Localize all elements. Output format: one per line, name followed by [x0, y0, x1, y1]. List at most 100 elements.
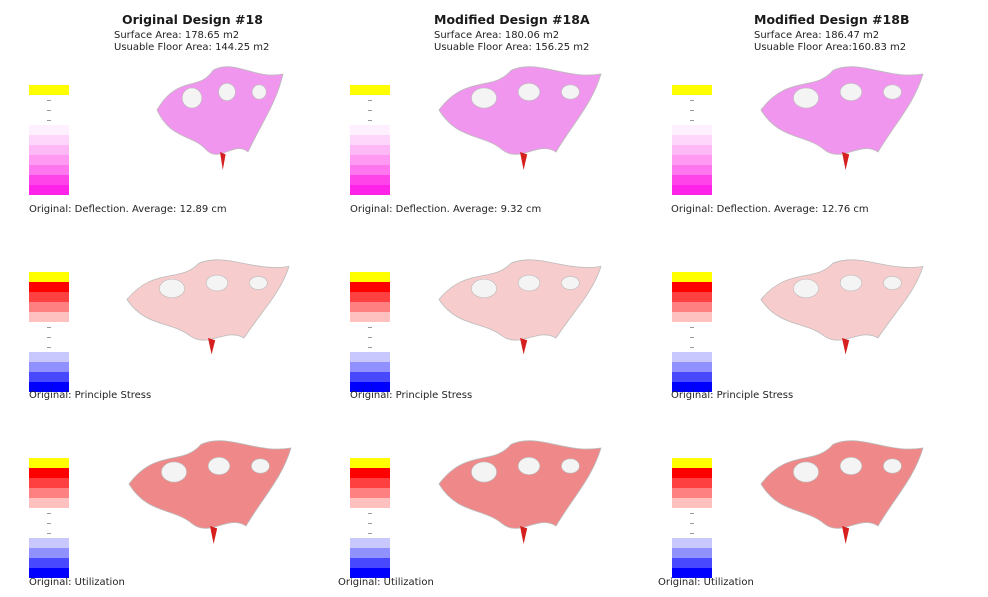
legend-swatch — [350, 382, 390, 392]
support-column — [210, 526, 218, 544]
legend-swatch — [672, 155, 712, 165]
legend-swatch — [29, 568, 69, 578]
utilization-caption: Original: Utilization — [29, 577, 125, 588]
shell-opening — [839, 457, 863, 475]
support-column — [520, 338, 528, 355]
shell-opening — [249, 276, 268, 290]
shell-surface — [438, 440, 602, 529]
legend-tick — [47, 337, 51, 338]
legend-tick — [690, 120, 694, 121]
support-column — [520, 526, 528, 544]
support-column — [520, 152, 528, 170]
shell-opening — [517, 274, 541, 292]
legend-swatch — [29, 382, 69, 392]
legend-tick — [368, 337, 372, 338]
legend-swatch — [350, 352, 390, 362]
shell-surface — [438, 66, 602, 155]
legend-swatch — [29, 558, 69, 568]
legend-tick — [368, 110, 372, 111]
stress-model — [760, 259, 924, 355]
legend-swatch — [672, 458, 712, 468]
legend-swatch — [672, 538, 712, 548]
design-column-18a: Modified Design #18A Surface Area: 180.0… — [330, 0, 650, 597]
legend-swatch — [672, 282, 712, 292]
legend-swatch — [672, 85, 712, 95]
utilization-model — [128, 440, 292, 544]
utilization-model — [438, 440, 602, 544]
legend-swatch — [350, 538, 390, 548]
legend-swatch — [350, 185, 390, 195]
legend-swatch — [29, 282, 69, 292]
legend-swatch — [672, 498, 712, 508]
legend-tick — [47, 110, 51, 111]
design-column-18b: Modified Design #18B Surface Area: 186.4… — [652, 0, 972, 597]
design-title: Modified Design #18B — [754, 12, 910, 27]
legend-swatch — [350, 498, 390, 508]
shell-opening — [793, 278, 819, 299]
deflection-model — [156, 66, 284, 170]
stress-legend — [350, 272, 390, 392]
shell-opening — [471, 87, 497, 109]
legend-swatch — [672, 488, 712, 498]
stress-caption: Original: Principle Stress — [29, 390, 152, 401]
support-column — [220, 152, 226, 170]
legend-tick — [690, 327, 694, 328]
legend-swatch — [672, 558, 712, 568]
legend-tick — [368, 327, 372, 328]
legend-swatch — [29, 372, 69, 382]
shell-opening — [561, 276, 580, 290]
legend-swatch — [350, 282, 390, 292]
utilization-legend — [350, 458, 390, 578]
shell-opening — [561, 84, 580, 100]
surface-area: Surface Area: 180.06 m2 — [434, 30, 560, 41]
utilization-legend — [29, 458, 69, 578]
legend-tick — [47, 523, 51, 524]
deflection-caption: Original: Deflection. Average: 9.32 cm — [350, 204, 542, 215]
shell-opening — [883, 458, 902, 474]
legend-swatch — [672, 478, 712, 488]
deflection-caption: Original: Deflection. Average: 12.76 cm — [671, 204, 869, 215]
deflection-model — [438, 66, 602, 170]
shell-opening — [207, 457, 231, 475]
deflection-caption: Original: Deflection. Average: 12.89 cm — [29, 204, 227, 215]
legend-tick — [690, 100, 694, 101]
deflection-legend — [29, 85, 69, 195]
legend-swatch — [350, 488, 390, 498]
legend-swatch — [672, 185, 712, 195]
legend-swatch — [672, 312, 712, 322]
legend-swatch — [29, 85, 69, 95]
legend-tick — [47, 347, 51, 348]
design-title: Original Design #18 — [122, 12, 263, 27]
shell-opening — [205, 274, 229, 292]
legend-swatch — [672, 302, 712, 312]
support-column — [842, 338, 850, 355]
legend-swatch — [29, 272, 69, 282]
stress-caption: Original: Principle Stress — [350, 390, 473, 401]
legend-tick — [690, 523, 694, 524]
shell-surface — [128, 440, 292, 529]
shell-opening — [793, 87, 819, 109]
stress-model — [126, 259, 290, 355]
legend-swatch — [350, 458, 390, 468]
legend-swatch — [29, 292, 69, 302]
utilization-legend — [672, 458, 712, 578]
legend-swatch — [350, 568, 390, 578]
legend-swatch — [350, 155, 390, 165]
support-column — [842, 152, 850, 170]
utilization-model — [760, 440, 924, 544]
shell-opening — [793, 461, 819, 483]
legend-swatch — [29, 165, 69, 175]
legend-swatch — [350, 468, 390, 478]
legend-tick — [47, 533, 51, 534]
stress-caption: Original: Principle Stress — [671, 390, 794, 401]
legend-swatch — [672, 468, 712, 478]
legend-swatch — [350, 302, 390, 312]
legend-swatch — [672, 165, 712, 175]
design-column-original: Original Design #18 Surface Area: 178.65… — [0, 0, 320, 597]
legend-tick — [47, 100, 51, 101]
shell-surface — [126, 259, 290, 341]
legend-swatch — [29, 362, 69, 372]
support-column — [208, 338, 216, 355]
legend-swatch — [29, 155, 69, 165]
floor-area: Usuable Floor Area: 156.25 m2 — [434, 42, 590, 53]
